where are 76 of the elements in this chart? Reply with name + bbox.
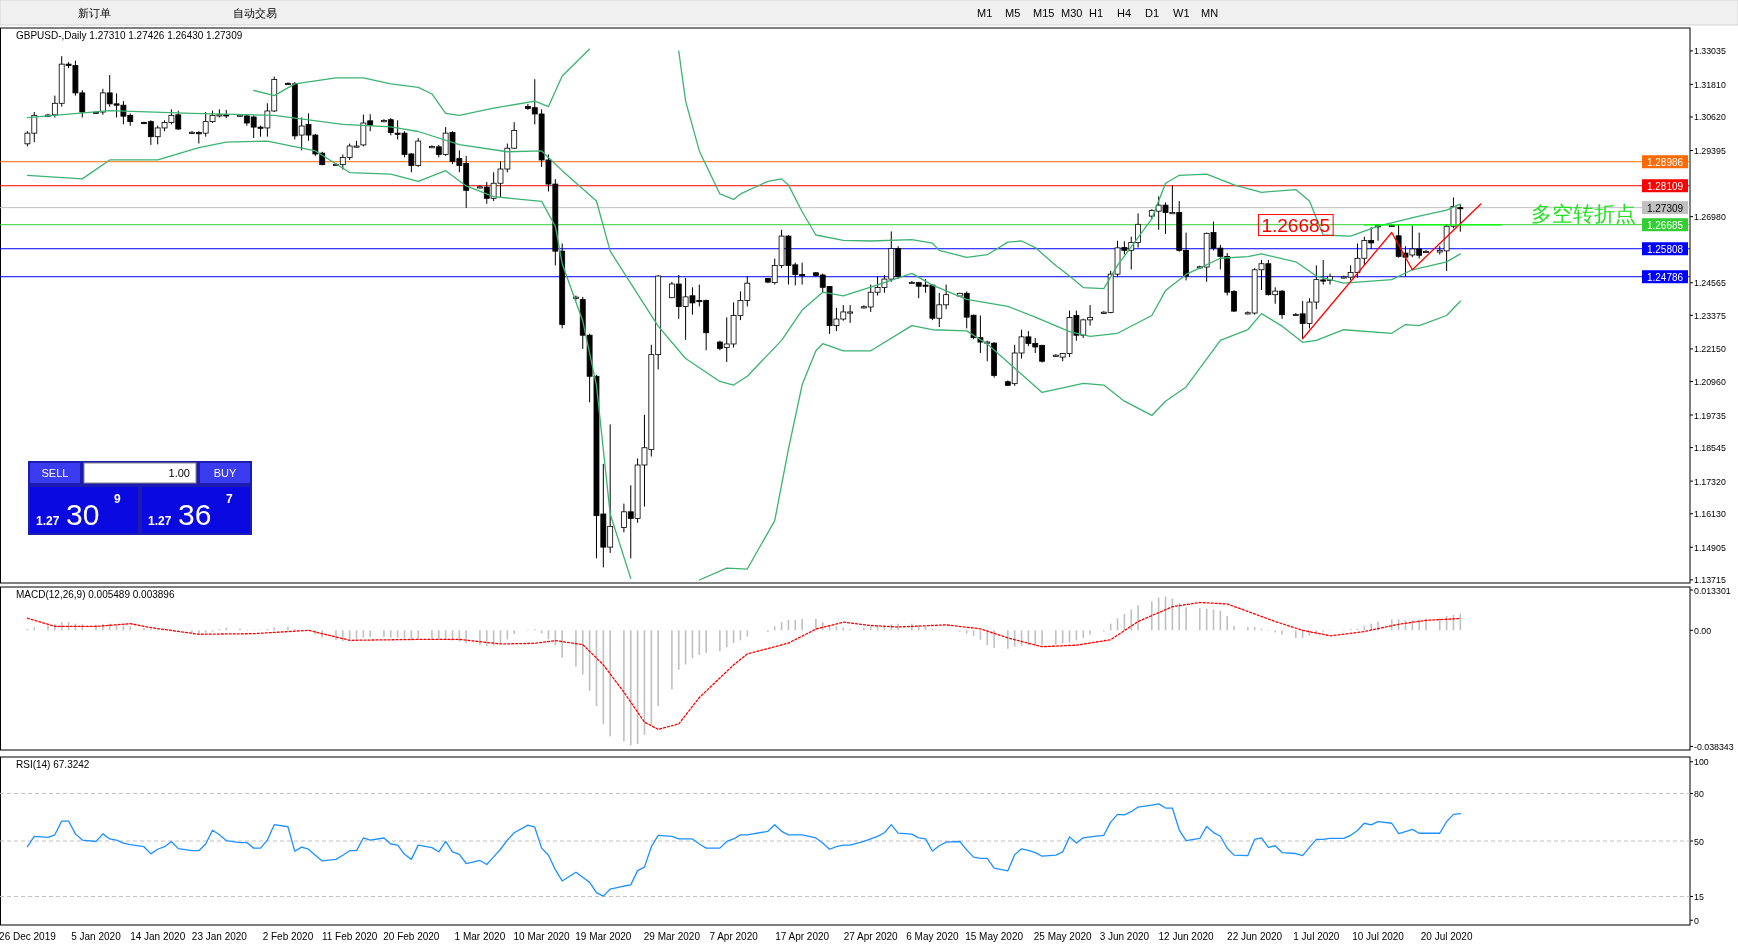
- x-tick-label: 29 Mar 2020: [643, 931, 701, 942]
- ref-line-label: 1.27309: [1646, 202, 1684, 214]
- text: 自动交易: [233, 7, 277, 19]
- text: 新订单: [78, 7, 111, 19]
- x-tick-label: 20 Jul 2020: [1420, 931, 1473, 942]
- annotation: BUY: [213, 467, 237, 479]
- annotation: 多空转折点: [1531, 201, 1637, 225]
- ref-line-label: 1.25808: [1646, 243, 1684, 255]
- y-tick-label: 1.13715: [1694, 575, 1726, 586]
- chart-title: GBPUSD-,Daily 1.27310 1.27426 1.26430 1.27309: [16, 30, 243, 41]
- x-tick-label: 10 Jul 2020: [1352, 931, 1405, 942]
- y-tick-label: 15: [1694, 891, 1704, 902]
- annotation: 1.27: [148, 514, 172, 528]
- x-tick-label: 14 Jan 2020: [130, 931, 186, 942]
- text: D1: [1145, 7, 1160, 19]
- y-tick-label: 1.16130: [1694, 509, 1726, 520]
- x-tick-label: 2 Feb 2020: [262, 931, 314, 942]
- y-tick-label: -0.038343: [1694, 741, 1734, 752]
- y-tick-label: 1.22150: [1694, 344, 1726, 355]
- x-tick-label: 19 Mar 2020: [575, 931, 632, 942]
- text: M30: [1061, 7, 1083, 19]
- y-tick-label: 1.29395: [1694, 146, 1726, 157]
- annotation: SELL: [41, 467, 69, 479]
- y-tick-label: 1.18545: [1694, 443, 1726, 454]
- annotation: 36: [178, 498, 212, 531]
- y-tick-label: 0.00: [1694, 625, 1712, 636]
- ref-line-label: 1.26685: [1646, 219, 1684, 231]
- text: M1: [977, 7, 993, 19]
- annotation: 7: [226, 492, 233, 506]
- x-tick-label: 5 Jan 2020: [71, 931, 122, 942]
- x-tick-label: 1 Jul 2020: [1293, 931, 1340, 942]
- x-tick-label: 12 Jun 2020: [1158, 931, 1215, 942]
- x-tick-label: 15 May 2020: [965, 931, 1024, 942]
- annotation: 9: [114, 492, 121, 506]
- chart-title: MACD(12,26,9) 0.005489 0.003896: [16, 589, 175, 600]
- x-tick-label: 20 Feb 2020: [383, 931, 440, 942]
- y-tick-label: 1.30620: [1694, 112, 1726, 123]
- x-tick-label: 17 Apr 2020: [775, 931, 830, 942]
- x-tick-label: 26 Dec 2019: [0, 931, 57, 942]
- text: M15: [1033, 7, 1055, 19]
- y-tick-label: 1.33035: [1694, 46, 1726, 57]
- x-tick-label: 6 May 2020: [906, 931, 959, 942]
- text: MN: [1201, 7, 1219, 19]
- y-tick-label: 0: [1694, 915, 1699, 926]
- y-tick-label: 1.14905: [1694, 542, 1726, 553]
- y-tick-label: 1.31810: [1694, 79, 1726, 90]
- x-tick-label: 22 Jun 2020: [1227, 931, 1283, 942]
- x-tick-label: 10 Mar 2020: [513, 931, 571, 942]
- x-tick-label: 3 Jun 2020: [1099, 931, 1150, 942]
- x-tick-label: 25 May 2020: [1033, 931, 1093, 942]
- text: M5: [1005, 7, 1021, 19]
- ref-line-label: 1.24786: [1646, 271, 1684, 283]
- y-tick-label: 80: [1694, 788, 1704, 799]
- y-tick-label: 50: [1694, 836, 1704, 847]
- y-tick-label: 1.20960: [1694, 376, 1726, 387]
- annotation: 1.27: [36, 514, 60, 528]
- x-tick-label: 7 Apr 2020: [709, 931, 759, 942]
- chart-title: RSI(14) 67.3242: [16, 759, 90, 770]
- annotation: 1.00: [168, 467, 190, 479]
- x-tick-label: 23 Jan 2020: [191, 931, 248, 942]
- y-tick-label: 1.23375: [1694, 310, 1726, 321]
- x-tick-label: 27 Apr 2020: [843, 931, 899, 942]
- y-tick-label: 1.19735: [1694, 410, 1726, 421]
- y-tick-label: 1.26980: [1694, 212, 1726, 223]
- y-tick-label: 1.24565: [1694, 278, 1726, 289]
- text: W1: [1173, 7, 1190, 19]
- text: H4: [1117, 7, 1132, 19]
- y-tick-label: 100: [1694, 757, 1709, 768]
- y-tick-label: 1.17320: [1694, 476, 1726, 487]
- x-tick-label: 1 Mar 2020: [454, 931, 506, 942]
- ref-line-label: 1.28986: [1646, 156, 1684, 168]
- ref-line-label: 1.28109: [1646, 180, 1684, 192]
- x-tick-label: 11 Feb 2020: [321, 931, 378, 942]
- text: H1: [1089, 7, 1104, 19]
- annotation: 30: [66, 498, 100, 531]
- y-tick-label: 0.013301: [1694, 585, 1731, 596]
